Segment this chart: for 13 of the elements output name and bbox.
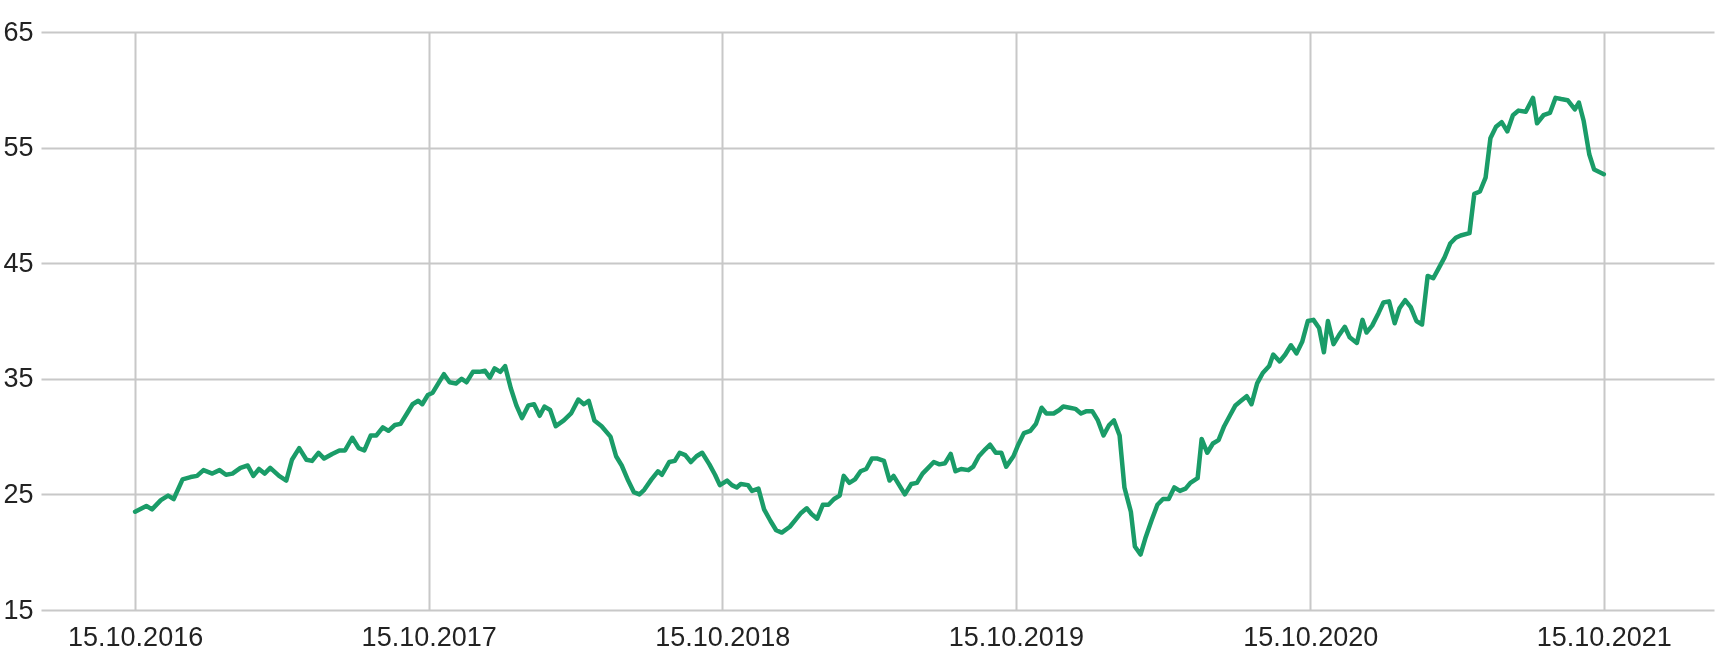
y-tick-label: 45 bbox=[3, 247, 34, 278]
y-tick-label: 65 bbox=[3, 16, 34, 47]
y-tick-label: 55 bbox=[3, 132, 34, 163]
line-series bbox=[132, 95, 1607, 557]
x-tick-label: 15.10.2020 bbox=[1243, 621, 1379, 652]
x-tick-label: 15.10.2019 bbox=[948, 621, 1084, 652]
x-tick-label: 15.10.2017 bbox=[361, 621, 497, 652]
y-tick-label: 25 bbox=[3, 478, 34, 509]
y-tick-label: 35 bbox=[3, 363, 34, 394]
x-tick-label: 15.10.2021 bbox=[1536, 621, 1672, 652]
x-tick-label: 15.10.2018 bbox=[655, 621, 791, 652]
x-tick-label: 15.10.2016 bbox=[68, 621, 204, 652]
y-tick-label: 15 bbox=[3, 594, 34, 625]
